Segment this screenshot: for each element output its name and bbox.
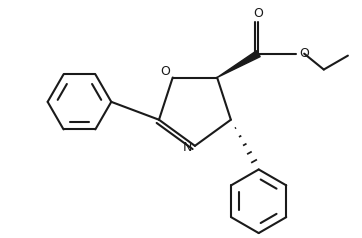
Text: O: O [160,65,170,78]
Text: N: N [182,141,191,154]
Polygon shape [217,51,260,78]
Text: O: O [299,47,309,60]
Text: O: O [253,7,264,20]
